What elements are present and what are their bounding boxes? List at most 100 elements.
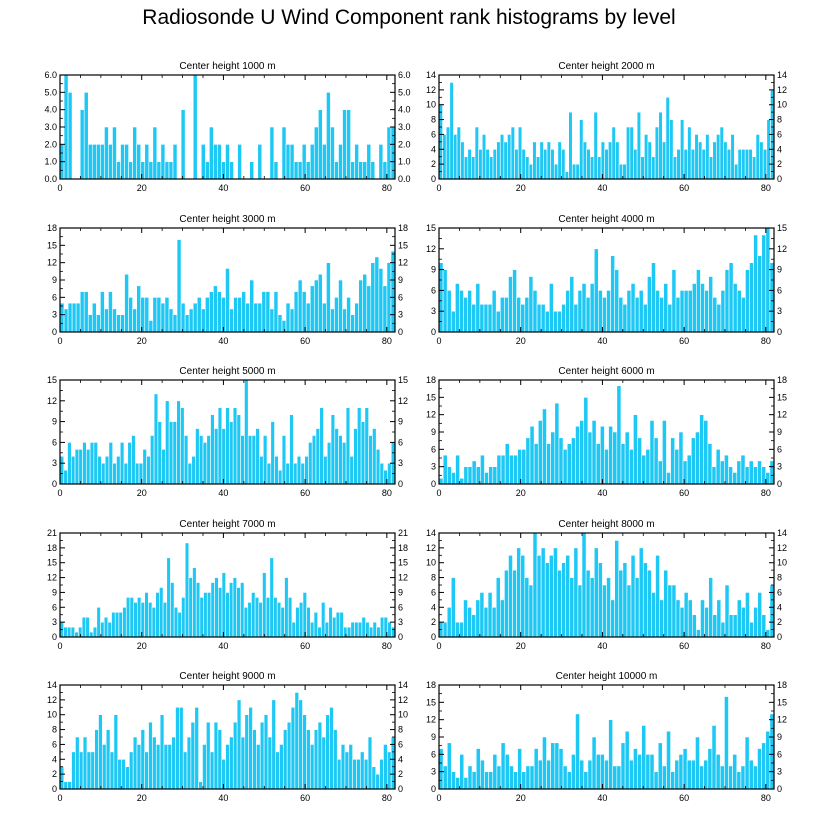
histogram-bar (513, 454, 518, 485)
y-tick-label-right: 2 (777, 159, 782, 169)
histogram-bar (221, 297, 226, 333)
histogram-bar (481, 134, 487, 180)
y-tick-label: 18 (47, 223, 57, 233)
x-tick-label: 60 (300, 183, 310, 193)
histogram-bar (129, 751, 134, 790)
x-tick-label: 0 (436, 641, 441, 651)
histogram-bar (206, 435, 211, 485)
histogram-bar (184, 542, 190, 638)
y-tick-label-right: 6 (398, 602, 403, 612)
x-tick-label: 20 (137, 488, 147, 498)
histogram-bar (587, 431, 593, 485)
histogram-bar (561, 148, 566, 180)
histogram-bar (368, 626, 374, 638)
histogram-bar (176, 239, 182, 333)
y-tick-label-right: 3.0 (398, 122, 411, 132)
y-tick-label: 10 (426, 558, 436, 568)
histogram-bar (244, 714, 249, 790)
histogram-bar (500, 742, 506, 790)
histogram-bar (308, 442, 313, 485)
x-tick-label: 40 (597, 183, 607, 193)
histogram-bar (86, 449, 91, 485)
histogram-bar (520, 303, 526, 333)
y-tick-label-right: 12 (777, 715, 787, 725)
histogram-bar (104, 455, 110, 485)
histogram-bar (177, 611, 182, 638)
histogram-bar (336, 758, 342, 790)
histogram-bar (587, 759, 593, 790)
histogram-bar (700, 283, 705, 333)
histogram-bar (104, 308, 109, 333)
histogram-bar (120, 144, 125, 180)
y-tick-label: 0.0 (44, 174, 57, 184)
y-tick-label-right: 0.0 (398, 174, 411, 184)
histogram-bar (229, 736, 234, 790)
histogram-bar (484, 771, 489, 790)
histogram-bar (301, 144, 307, 180)
y-tick-label: 0 (431, 174, 436, 184)
x-tick-label: 20 (516, 336, 526, 346)
histogram-bar (326, 92, 331, 180)
histogram-bar (701, 148, 706, 180)
histogram-bar (586, 148, 591, 180)
histogram-bar (604, 759, 609, 790)
histogram-bar (160, 302, 166, 333)
histogram-bar (679, 606, 685, 638)
histogram-bar (176, 400, 181, 485)
histogram-bar (181, 597, 186, 638)
histogram-bar (492, 148, 497, 180)
histogram-bar (546, 443, 551, 485)
histogram-bar (449, 82, 454, 180)
y-tick-label-right: 18 (398, 543, 408, 553)
histogram-bar (131, 435, 136, 485)
histogram-bar (495, 310, 501, 333)
y-tick-label: 12 (426, 85, 436, 95)
histogram-bar (134, 462, 140, 485)
y-tick-label: 9 (431, 265, 436, 275)
histogram-bar (728, 614, 734, 638)
histogram-bar (707, 748, 713, 790)
histogram-bar (128, 297, 133, 333)
histogram-bar (629, 126, 634, 180)
histogram-bar (496, 454, 502, 485)
histogram-bar (89, 442, 95, 485)
y-tick-label-right: 9 (398, 417, 403, 427)
histogram-bar (105, 729, 111, 790)
histogram-bar (313, 611, 318, 638)
y-tick-label-right: 3 (398, 458, 403, 468)
histogram-bar (467, 606, 472, 638)
histogram-bar (602, 584, 607, 638)
x-tick-label: 40 (218, 488, 228, 498)
histogram-bar (755, 134, 760, 180)
histogram-bar (651, 262, 656, 333)
histogram-bar (696, 629, 701, 638)
histogram-bar (649, 754, 655, 790)
histogram-bar (503, 141, 508, 180)
histogram-bar (537, 420, 543, 485)
histogram-bar (240, 582, 245, 638)
histogram-bar (749, 262, 754, 333)
y-tick-label: 0 (431, 632, 436, 642)
x-tick-label: 60 (300, 336, 310, 346)
histogram-bar (674, 449, 680, 485)
histogram-bar (209, 751, 215, 790)
histogram-bar (376, 626, 381, 638)
histogram-bar (516, 547, 522, 638)
histogram-bar (539, 141, 544, 180)
y-tick-label: 0 (52, 784, 57, 794)
y-tick-label: 6 (52, 739, 57, 749)
y-tick-label: 9 (431, 427, 436, 437)
histogram-bar (599, 425, 605, 485)
histogram-bar (244, 379, 249, 485)
histogram-bar (74, 449, 80, 485)
histogram-bar (357, 407, 362, 485)
histogram-bar (615, 141, 620, 180)
histogram-bar (730, 134, 735, 180)
histogram-bar (513, 771, 518, 790)
histogram-bar (637, 754, 642, 790)
histogram-bar (296, 455, 302, 485)
bars (59, 542, 396, 638)
histogram-bar (647, 569, 652, 638)
histogram-bar (691, 614, 697, 638)
